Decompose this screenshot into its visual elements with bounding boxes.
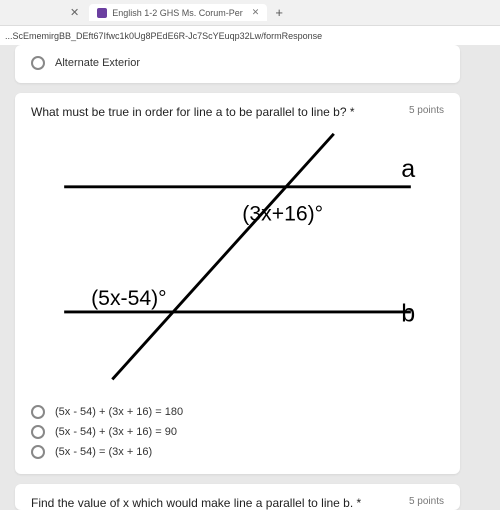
radio-option-1[interactable]: (5x - 54) + (3x + 16) = 180 [31,402,444,422]
option-label: Alternate Exterior [55,57,140,69]
question-points: 5 points [409,105,444,116]
question-prompt: What must be true in order for line a to… [31,105,355,119]
angle-1-label: (3x+16)° [242,202,323,225]
tab-title: English 1-2 GHS Ms. Corum-Per [112,8,243,18]
label-a: a [401,155,415,183]
radio-icon [31,56,45,70]
label-b: b [401,300,415,328]
radio-option[interactable]: Alternate Exterior [31,53,444,73]
question-prompt: Find the value of x which would make lin… [31,496,361,510]
browser-chrome: ✕ English 1-2 GHS Ms. Corum-Per ✕ + ...S… [0,0,500,45]
radio-option-3[interactable]: (5x - 54) = (3x + 16) [31,442,444,462]
option-label: (5x - 54) = (3x + 16) [55,446,152,458]
tab-close-icon[interactable]: ✕ [252,7,260,18]
forms-icon [97,8,107,18]
close-icon[interactable]: ✕ [70,6,79,19]
question-header: Find the value of x which would make lin… [31,496,444,510]
option-label: (5x - 54) + (3x + 16) = 90 [55,426,177,438]
radio-option-2[interactable]: (5x - 54) + (3x + 16) = 90 [31,422,444,442]
url-text: ...ScEmemirgBB_DEft67Ifwc1k0Ug8PEdE6R-Jc… [5,31,322,41]
tab-bar: ✕ English 1-2 GHS Ms. Corum-Per ✕ + [0,0,500,25]
next-question-card: Find the value of x which would make lin… [15,484,460,510]
transversal-line [112,134,333,380]
question-points: 5 points [409,496,444,507]
radio-icon [31,425,45,439]
option-label: (5x - 54) + (3x + 16) = 180 [55,406,183,418]
form-content: Alternate Exterior What must be true in … [0,45,500,510]
radio-icon [31,445,45,459]
url-bar[interactable]: ...ScEmemirgBB_DEft67Ifwc1k0Ug8PEdE6R-Jc… [0,25,500,45]
new-tab-button[interactable]: + [275,5,283,20]
browser-tab[interactable]: English 1-2 GHS Ms. Corum-Per ✕ [89,4,267,21]
previous-question-card: Alternate Exterior [15,45,460,83]
radio-icon [31,405,45,419]
question-header: What must be true in order for line a to… [31,105,444,119]
geometry-diagram: a b (3x+16)° (5x-54)° [31,129,444,389]
angle-2-label: (5x-54)° [91,287,167,310]
question-card: What must be true in order for line a to… [15,93,460,474]
